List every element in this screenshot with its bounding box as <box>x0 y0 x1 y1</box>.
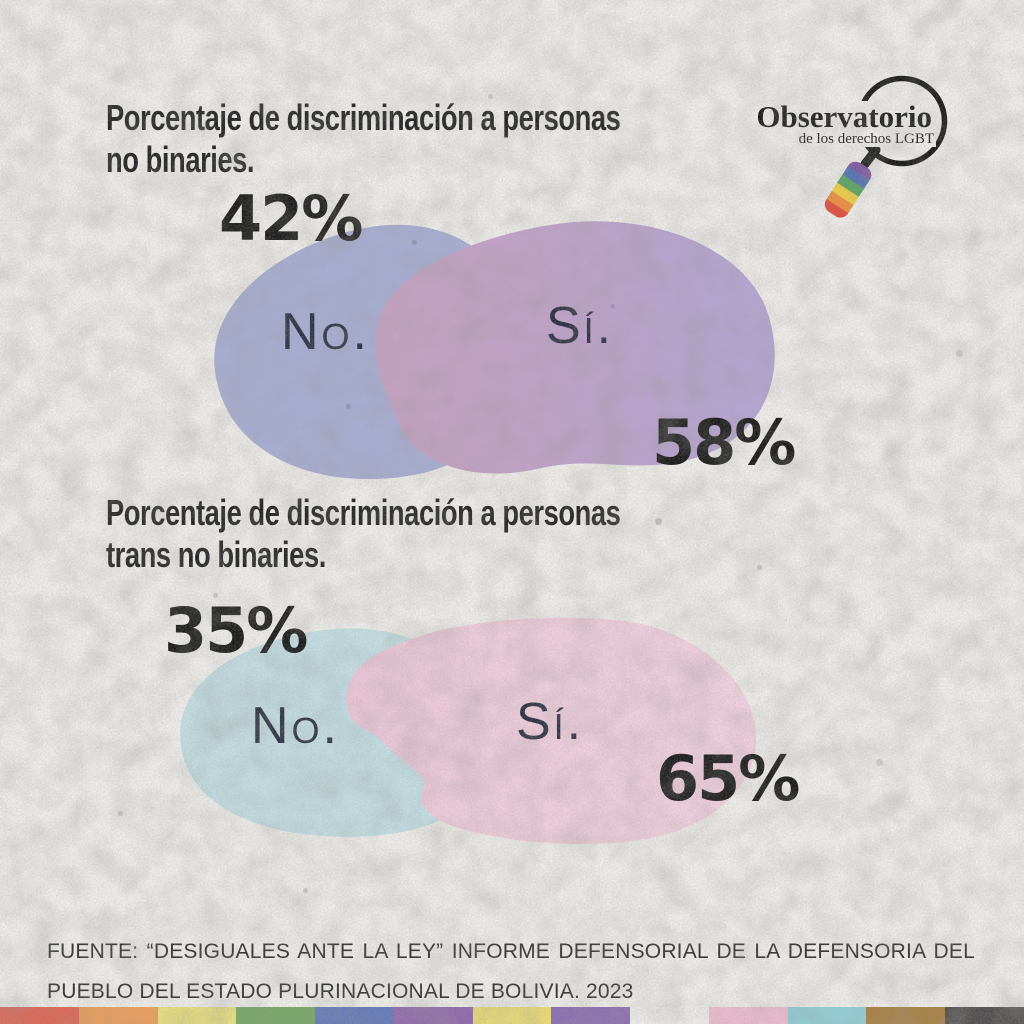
magnifier-rainbow-handle <box>821 158 875 222</box>
chart2-title: Porcentaje de discriminación a personas … <box>106 492 621 576</box>
pride-strip-segment <box>866 1007 946 1024</box>
chart2-no-label: No. <box>251 697 341 755</box>
pride-strip-segment <box>787 1007 867 1024</box>
pride-strip-segment <box>0 1007 79 1024</box>
pride-strip-segment <box>78 1007 158 1024</box>
pride-strip-segment <box>630 1007 709 1024</box>
pride-strip-segment <box>157 1007 237 1024</box>
chart2-no-value: 35% <box>164 594 308 667</box>
chart2-title-line2: trans no binaries. <box>106 534 326 575</box>
chart2-si-value: 65% <box>656 742 800 815</box>
chart1-title: Porcentaje de discriminación a personas … <box>106 97 621 181</box>
source-line2: PUEBLO DEL ESTADO PLURINACIONAL DE BOLIV… <box>47 980 634 1003</box>
paper-speckles <box>0 0 3 3</box>
chart1-no-label: No. <box>281 303 371 361</box>
pride-strip-segment <box>551 1007 631 1024</box>
source-note: FUENTE: “DESIGUALES ANTE LA LEY” INFORME… <box>47 932 975 1012</box>
pride-strip-segment <box>236 1007 316 1024</box>
chart2-si-label: Sí. <box>516 693 585 751</box>
chart1-title-line1: Porcentaje de discriminación a personas <box>106 97 621 138</box>
logo-title: Observatorio <box>700 101 934 132</box>
source-line1: FUENTE: “DESIGUALES ANTE LA LEY” INFORME… <box>47 940 975 963</box>
chart1-si-label: Sí. <box>546 297 615 355</box>
pride-strip <box>0 1007 1024 1024</box>
chart2-title-line1: Porcentaje de discriminación a personas <box>106 492 621 533</box>
pride-strip-segment <box>945 1007 1024 1024</box>
chart1-title-line2: no binaries. <box>106 139 255 180</box>
magnifier-neck <box>860 145 881 169</box>
chart1-no-value: 42% <box>219 182 363 255</box>
logo-subtitle: de los derechos LGBT <box>758 131 936 147</box>
pride-strip-segment <box>315 1007 394 1024</box>
pride-strip-segment <box>393 1007 473 1024</box>
pride-strip-segment <box>472 1007 552 1024</box>
pride-strip-segment <box>708 1007 788 1024</box>
chart1-si-value: 58% <box>652 406 796 479</box>
